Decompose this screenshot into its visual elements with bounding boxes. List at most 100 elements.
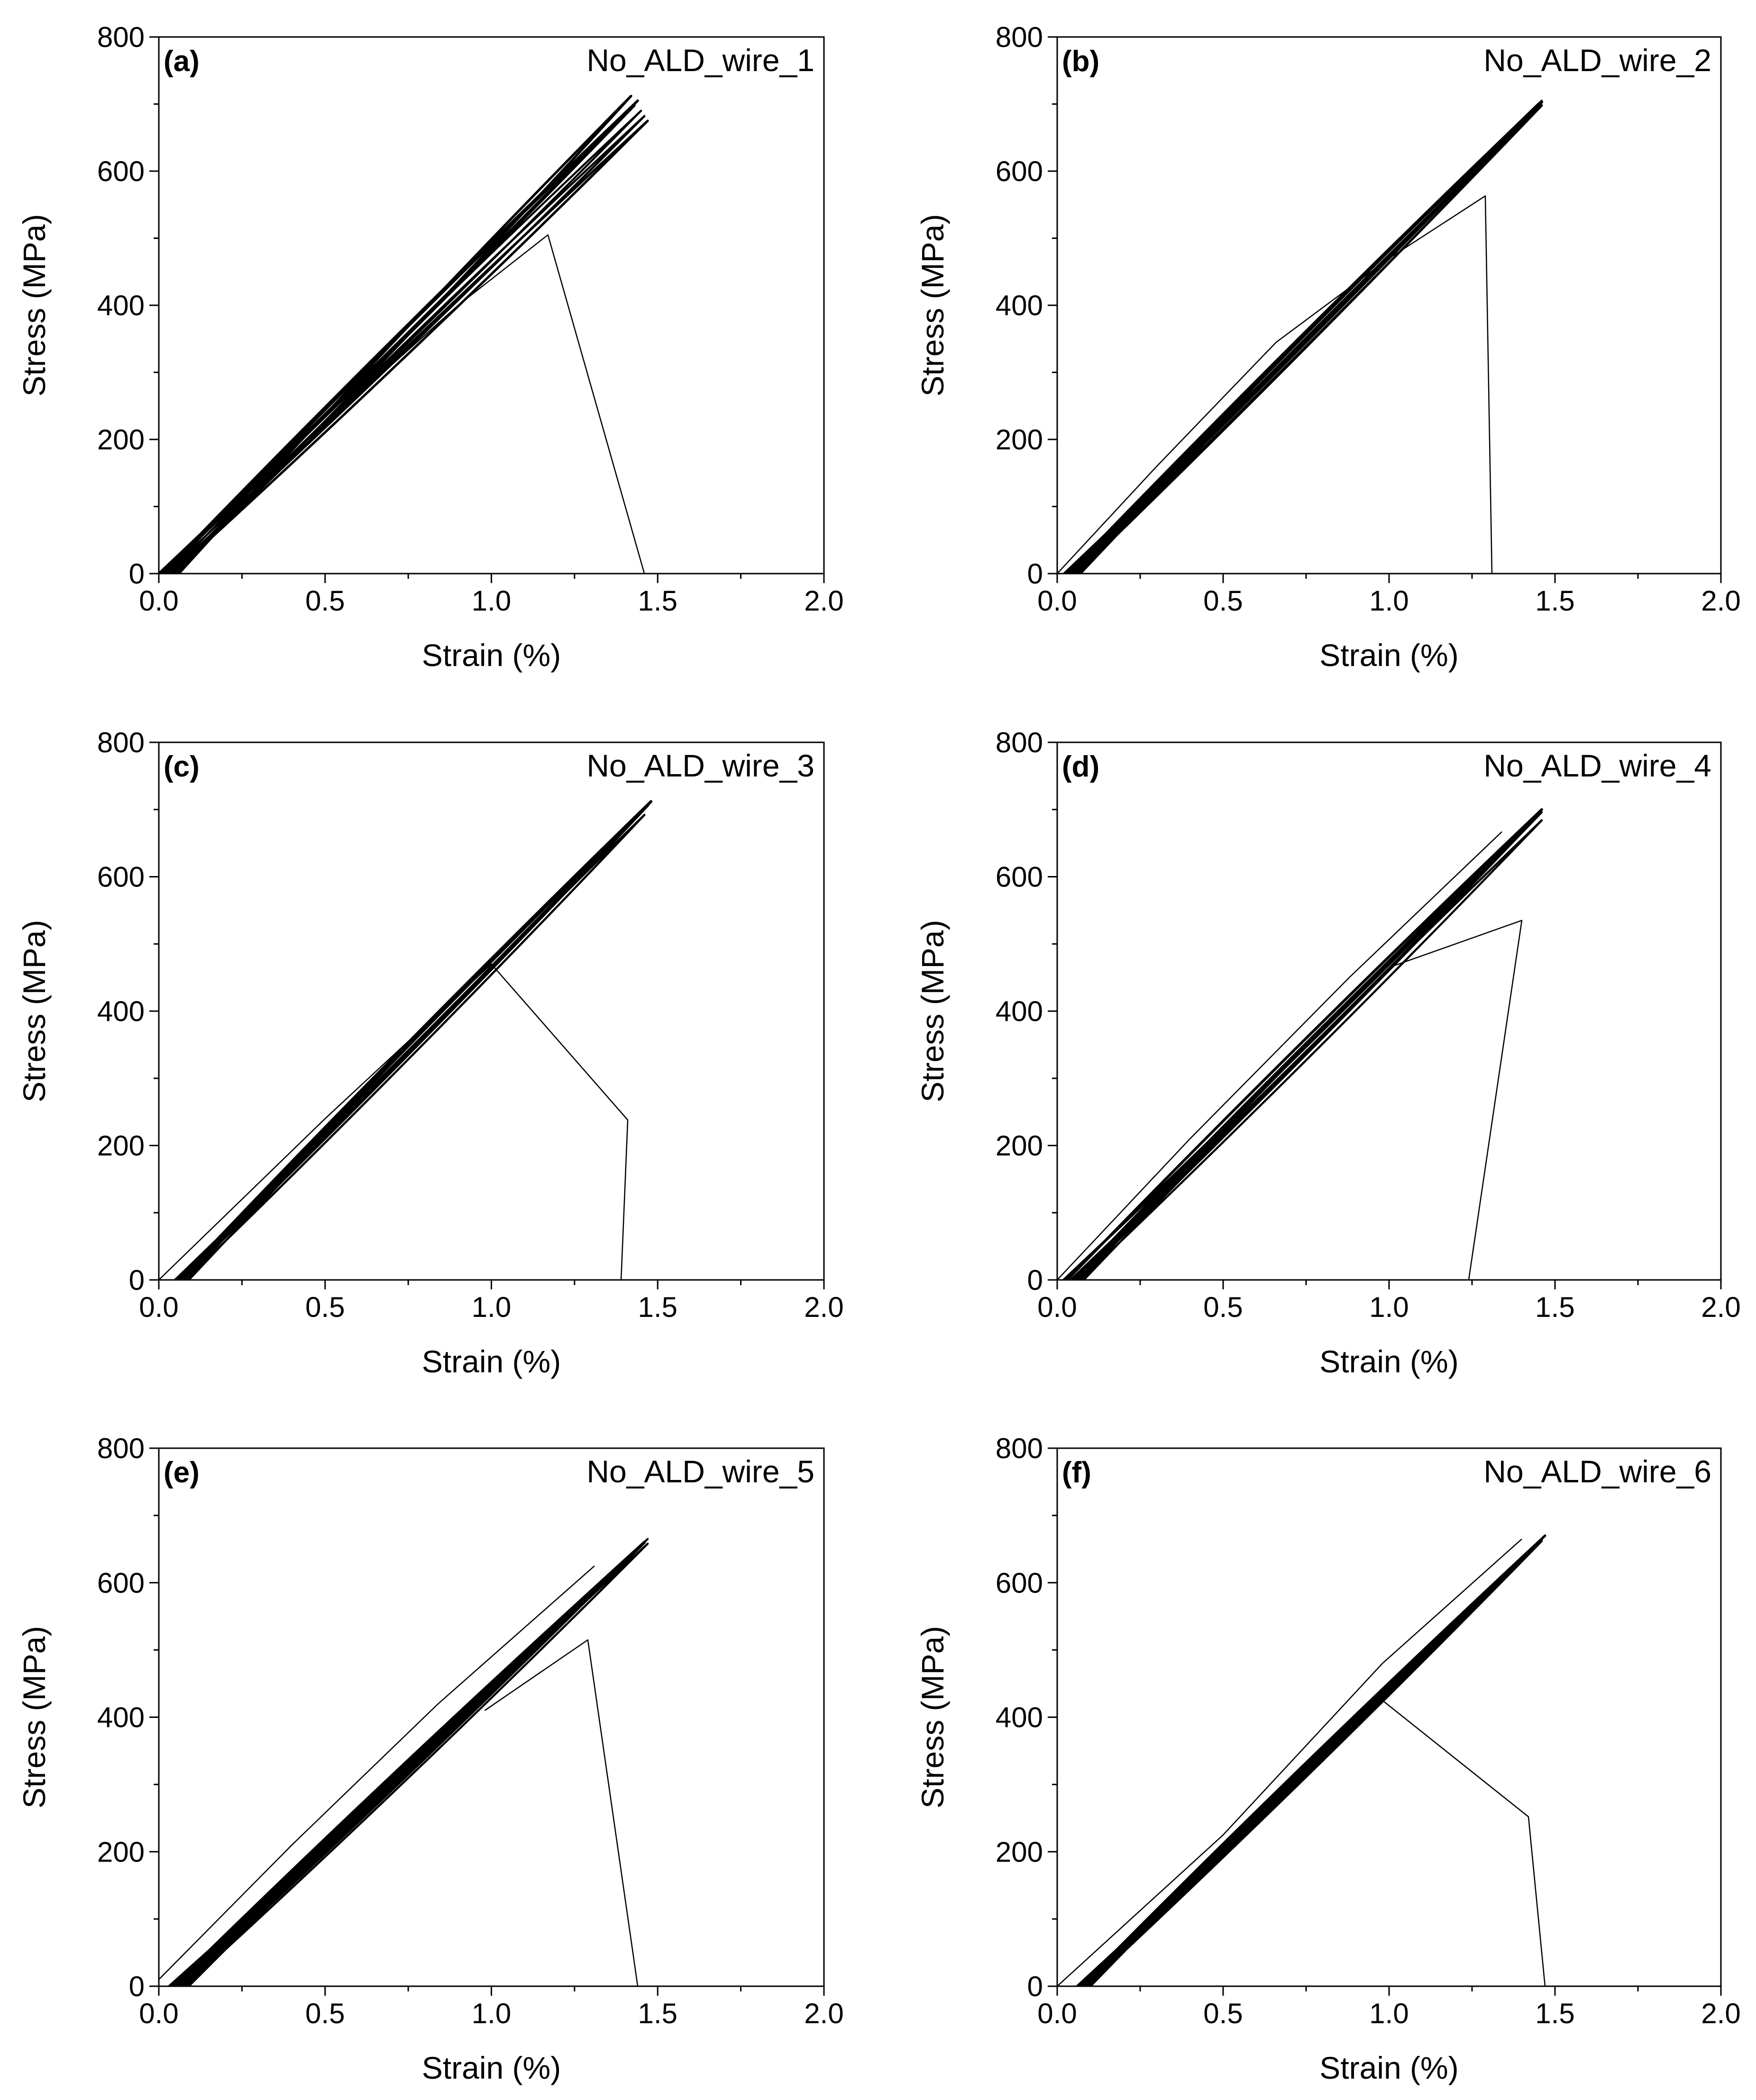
series-1-loop-6 bbox=[174, 94, 632, 574]
x-tick-label: 0.5 bbox=[1203, 585, 1243, 617]
panel-label: (a) bbox=[164, 45, 200, 78]
data-layer bbox=[159, 800, 653, 1280]
series-2-failure bbox=[159, 963, 629, 1280]
x-tick-label: 1.5 bbox=[638, 1291, 677, 1323]
x-tick-label: 1.0 bbox=[472, 1998, 511, 2029]
chart-panel-1: 0.0 0.5 1.0 1.5 2.0 0 200 400 600 800 Strain (%) St… bbox=[17, 21, 844, 673]
x-tick-label: 0.0 bbox=[1037, 1998, 1077, 2029]
y-tick-label: 200 bbox=[996, 1130, 1043, 1162]
panel-annotation: No_ALD_wire_6 bbox=[1483, 1454, 1711, 1489]
x-axis-label: Strain (%) bbox=[422, 1344, 561, 1379]
y-axis-label: Stress (MPa) bbox=[915, 214, 950, 396]
series-1-loop-3 bbox=[1082, 1541, 1540, 1986]
y-tick-label: 400 bbox=[97, 1702, 145, 1734]
x-axis-label: Strain (%) bbox=[422, 638, 561, 673]
panel-annotation: No_ALD_wire_3 bbox=[586, 748, 814, 783]
y-tick-label: 0 bbox=[129, 1264, 145, 1296]
plot-frame bbox=[1056, 1447, 1722, 1987]
x-tick-label: 0.5 bbox=[305, 585, 345, 617]
series-1-loop-5 bbox=[184, 813, 646, 1280]
series-1-loop-4 bbox=[1086, 1540, 1543, 1986]
series-2-failure bbox=[1057, 195, 1493, 574]
x-tick-label: 1.0 bbox=[472, 1291, 511, 1323]
y-tick-label: 0 bbox=[1027, 1264, 1043, 1296]
data-layer bbox=[159, 1538, 649, 1986]
x-axis-label: Strain (%) bbox=[1319, 2050, 1458, 2085]
x-axis-label: Strain (%) bbox=[1319, 638, 1458, 673]
y-tick-label: 600 bbox=[996, 861, 1043, 893]
y-tick-label: 800 bbox=[97, 1433, 145, 1464]
y-tick-label: 400 bbox=[996, 995, 1043, 1027]
y-tick-label: 0 bbox=[129, 1971, 145, 2002]
panel-annotation: No_ALD_wire_2 bbox=[1483, 43, 1711, 78]
data-layer bbox=[1057, 1534, 1546, 1986]
chart-panel-5: 0.0 0.5 1.0 1.5 2.0 0 200 400 600 800 Strain (%) St… bbox=[17, 1433, 844, 2085]
panel-label: (d) bbox=[1062, 750, 1099, 783]
series-3-failure bbox=[484, 1639, 639, 1986]
panel-annotation: No_ALD_wire_1 bbox=[586, 43, 814, 78]
panel-label: (b) bbox=[1062, 45, 1099, 78]
y-tick-label: 200 bbox=[996, 424, 1043, 456]
series-2-failure bbox=[159, 234, 645, 574]
series-1-loop-2 bbox=[1069, 811, 1543, 1280]
y-tick-label: 800 bbox=[996, 1433, 1043, 1464]
x-tick-label: 0.0 bbox=[1037, 585, 1077, 617]
chart-panel-3: 0.0 0.5 1.0 1.5 2.0 0 200 400 600 800 Strain (%) St… bbox=[17, 727, 844, 1379]
x-tick-label: 2.0 bbox=[804, 1998, 843, 2029]
panel-label: (e) bbox=[164, 1456, 200, 1489]
x-tick-label: 0.5 bbox=[1203, 1291, 1243, 1323]
chart-panel-2: 0.0 0.5 1.0 1.5 2.0 0 200 400 600 800 Strain (%) St… bbox=[915, 21, 1741, 673]
x-tick-label: 1.5 bbox=[638, 585, 677, 617]
y-tick-label: 800 bbox=[996, 727, 1043, 758]
series-1-loop-3 bbox=[181, 808, 646, 1280]
y-tick-label: 0 bbox=[1027, 1971, 1043, 2002]
y-tick-label: 600 bbox=[97, 1567, 145, 1599]
x-tick-label: 1.5 bbox=[1535, 585, 1574, 617]
y-tick-label: 200 bbox=[996, 1836, 1043, 1868]
y-tick-label: 800 bbox=[996, 21, 1043, 53]
y-tick-label: 0 bbox=[1027, 558, 1043, 590]
y-tick-label: 600 bbox=[996, 1567, 1043, 1599]
x-tick-label: 1.0 bbox=[1369, 1291, 1408, 1323]
y-tick-label: 600 bbox=[996, 155, 1043, 187]
x-tick-label: 0.5 bbox=[305, 1998, 345, 2029]
x-tick-label: 2.0 bbox=[1701, 1291, 1740, 1323]
data-layer bbox=[159, 94, 649, 574]
y-tick-label: 800 bbox=[97, 727, 145, 758]
y-tick-label: 600 bbox=[97, 861, 145, 893]
y-tick-label: 400 bbox=[996, 290, 1043, 321]
x-tick-label: 2.0 bbox=[804, 585, 843, 617]
x-tick-label: 1.5 bbox=[1535, 1291, 1574, 1323]
y-axis-label: Stress (MPa) bbox=[915, 920, 950, 1102]
y-axis-label: Stress (MPa) bbox=[17, 214, 52, 396]
series-1-loop-4 bbox=[1072, 104, 1543, 574]
panel-annotation: No_ALD_wire_5 bbox=[586, 1454, 814, 1489]
series-1-loop-5 bbox=[171, 119, 649, 574]
x-tick-label: 0.0 bbox=[1037, 1291, 1077, 1323]
x-tick-label: 1.5 bbox=[638, 1998, 677, 2029]
y-axis-label: Stress (MPa) bbox=[915, 1626, 950, 1808]
x-tick-label: 0.0 bbox=[139, 585, 178, 617]
x-tick-label: 0.5 bbox=[305, 1291, 345, 1323]
x-tick-label: 0.0 bbox=[139, 1291, 178, 1323]
x-tick-label: 2.0 bbox=[1701, 585, 1740, 617]
x-tick-label: 1.0 bbox=[1369, 1998, 1408, 2029]
chart-panel-6: 0.0 0.5 1.0 1.5 2.0 0 200 400 600 800 Strain (%) St… bbox=[915, 1433, 1741, 2085]
series-2-overload bbox=[159, 1565, 595, 1980]
series-1-loop-7 bbox=[184, 1543, 649, 1986]
x-tick-label: 2.0 bbox=[1701, 1998, 1740, 2029]
series-1-loop-5 bbox=[181, 1551, 636, 1986]
series-1-loop-5 bbox=[1079, 819, 1543, 1280]
y-tick-label: 400 bbox=[97, 290, 145, 321]
panel-label: (c) bbox=[164, 750, 200, 783]
y-axis-label: Stress (MPa) bbox=[17, 1626, 52, 1808]
series-2-overload bbox=[1057, 831, 1502, 1280]
y-tick-label: 200 bbox=[97, 424, 145, 456]
data-layer bbox=[1057, 100, 1544, 574]
series-1-loop-1 bbox=[174, 800, 653, 1280]
data-layer bbox=[1057, 808, 1543, 1280]
y-tick-label: 800 bbox=[97, 21, 145, 53]
x-tick-label: 1.0 bbox=[1369, 585, 1408, 617]
x-axis-label: Strain (%) bbox=[422, 2050, 561, 2085]
